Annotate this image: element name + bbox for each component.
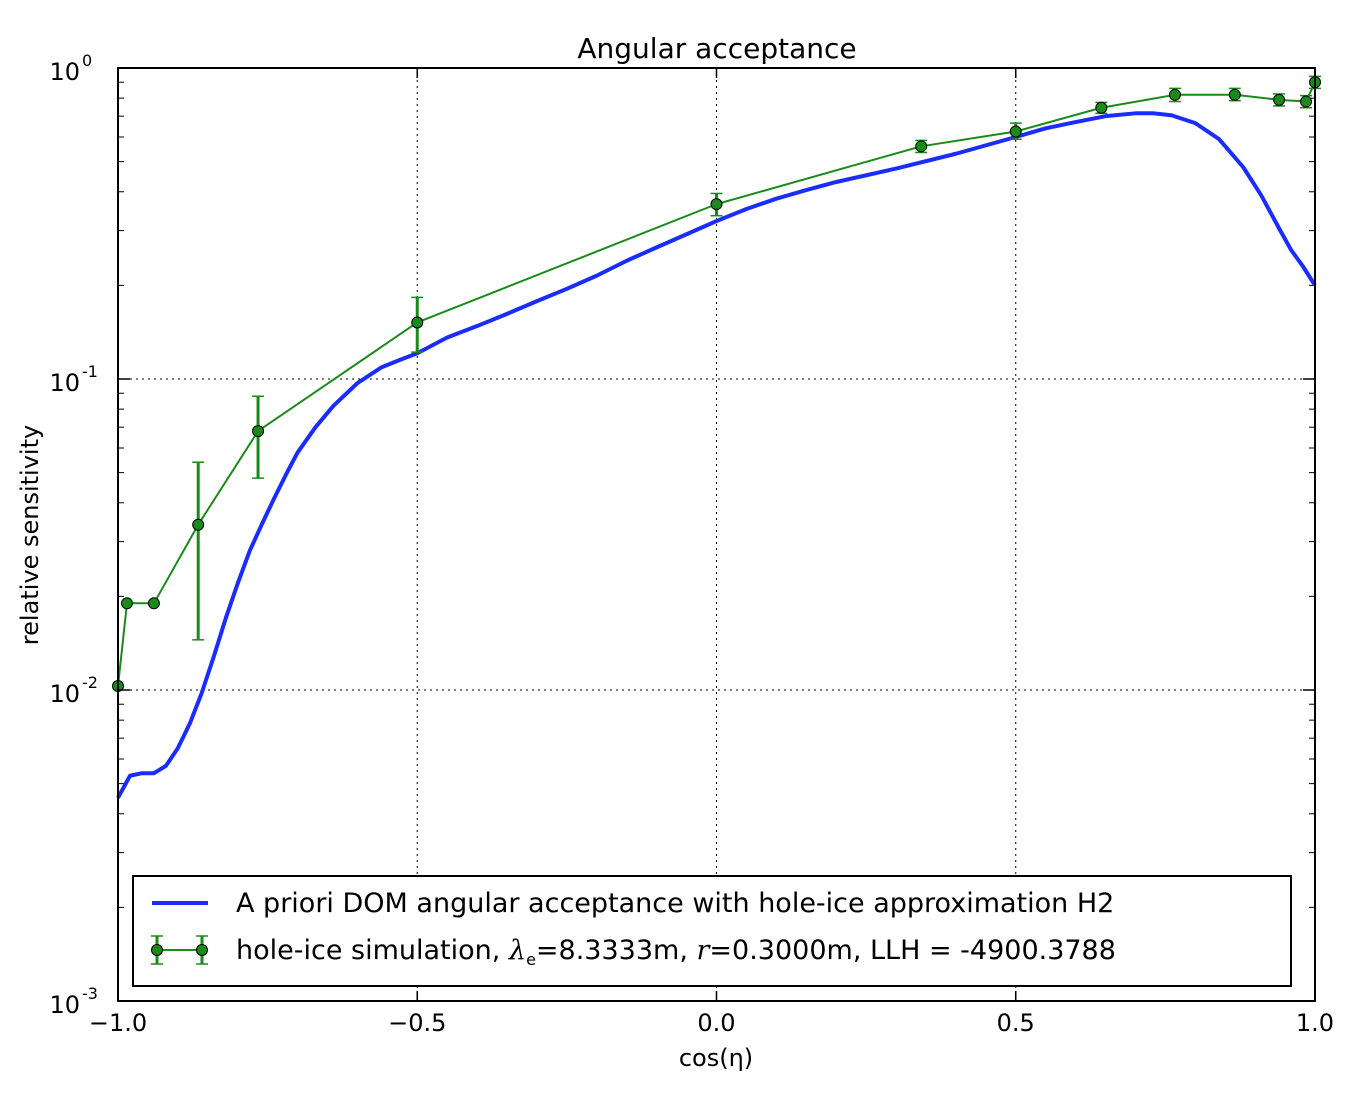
y-tick-exponent: -2 — [82, 673, 98, 692]
data-point — [1273, 93, 1286, 106]
y-tick-label: 10 — [49, 991, 80, 1019]
legend-marker — [196, 944, 208, 956]
x-tick-label: 0.0 — [697, 1009, 735, 1037]
legend-label-blue: A priori DOM angular acceptance with hol… — [236, 888, 1114, 919]
y-tick-exponent: 0 — [82, 51, 92, 70]
y-tick-label: 10 — [49, 680, 80, 708]
y-tick-label: 10 — [49, 58, 80, 86]
data-point — [147, 597, 160, 610]
data-point — [120, 597, 133, 610]
data-point — [1300, 95, 1313, 108]
x-axis-ticks: −1.0 −0.5 0.0 0.5 1.0 — [89, 68, 1334, 1037]
y-tick-exponent: -3 — [82, 984, 98, 1003]
data-point — [1168, 88, 1181, 101]
y-axis-label: relative sensitivity — [16, 425, 44, 645]
data-point — [915, 140, 928, 153]
x-tick-label: 1.0 — [1296, 1009, 1334, 1037]
series-layer — [112, 75, 1321, 799]
data-point — [411, 316, 424, 329]
legend-label-green: hole-ice simulation, λe=8.3333m, r=0.300… — [236, 935, 1116, 969]
data-point — [1095, 101, 1108, 114]
x-tick-label: 0.5 — [997, 1009, 1035, 1037]
data-point — [710, 198, 723, 211]
x-axis-label: cos(η) — [679, 1044, 753, 1072]
legend-box — [132, 875, 1292, 987]
grid-lines — [118, 68, 1315, 1001]
series-line-simulation — [117, 81, 1316, 687]
x-tick-label: −1.0 — [89, 1009, 147, 1037]
y-tick-exponent: -1 — [82, 362, 98, 381]
y-tick-label: 10 — [49, 369, 80, 397]
x-tick-label: −0.5 — [388, 1009, 446, 1037]
data-point — [1228, 88, 1241, 101]
data-point — [192, 518, 205, 531]
chart-title: Angular acceptance — [577, 32, 856, 65]
data-point — [1009, 125, 1022, 138]
legend-marker-green — [151, 935, 208, 965]
data-point — [252, 425, 265, 438]
series-line-apriori — [116, 111, 1317, 799]
legend: A priori DOM angular acceptance with hol… — [132, 875, 1292, 987]
legend-marker — [151, 944, 163, 956]
